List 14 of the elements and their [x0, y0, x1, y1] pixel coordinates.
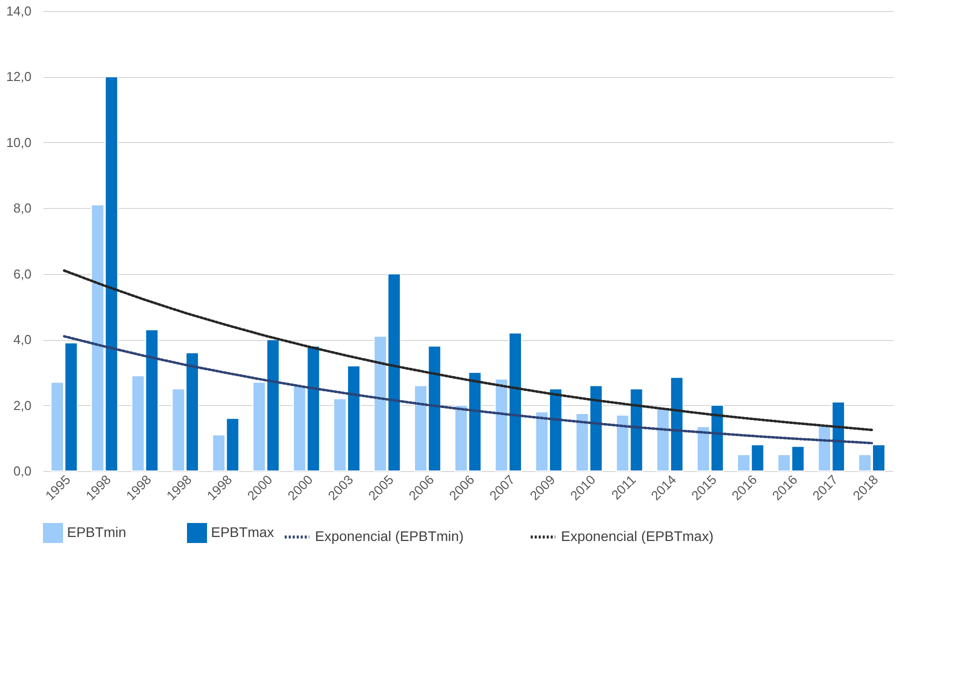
- y-tick-label: 0,0: [13, 464, 32, 478]
- line-series: [62, 335, 874, 444]
- y-tick-label: 6,0: [13, 266, 32, 282]
- y-tick-label: 10,0: [6, 134, 32, 150]
- legend-label: EPBTmin: [67, 524, 126, 540]
- y-tick-label: 2,0: [13, 398, 32, 413]
- y-tick-label: 8,0: [13, 200, 32, 216]
- legend-label: EPBTmax: [211, 524, 274, 540]
- legend-label: Exponencial (EPBTmin): [315, 528, 464, 544]
- legend-label: Exponencial (EPBTmax): [561, 528, 714, 544]
- y-tick-label: 4,0: [13, 332, 32, 348]
- y-tick-label: 12,0: [6, 69, 32, 84]
- y-tick-label: 14,0: [6, 4, 32, 18]
- line-series: [62, 269, 874, 432]
